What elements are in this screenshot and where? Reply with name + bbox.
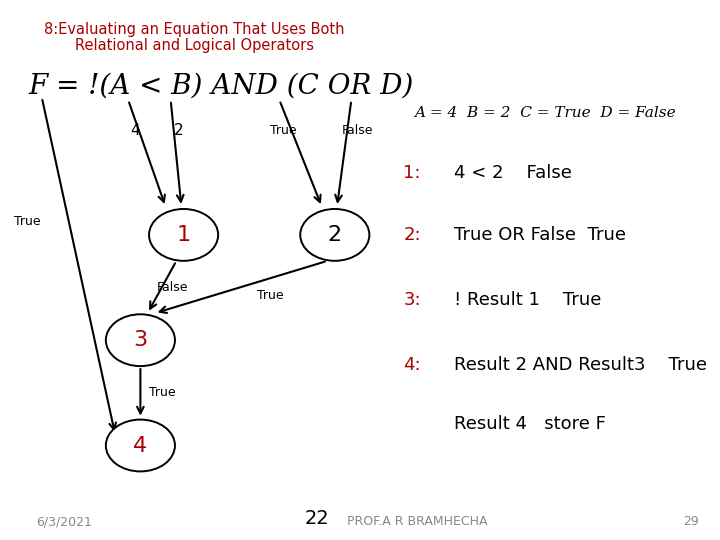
Text: 4: 4 — [130, 123, 140, 138]
Text: 2: 2 — [328, 225, 342, 245]
Text: 4 < 2    False: 4 < 2 False — [454, 164, 572, 182]
Text: Result 2 AND Result3    True: Result 2 AND Result3 True — [454, 355, 706, 374]
Text: True: True — [257, 289, 283, 302]
Circle shape — [300, 209, 369, 261]
Text: PROF.A R BRAMHECHA: PROF.A R BRAMHECHA — [347, 515, 488, 528]
Text: 3:: 3: — [403, 291, 420, 309]
Circle shape — [149, 209, 218, 261]
Text: 4:: 4: — [403, 355, 420, 374]
Text: 6/3/2021: 6/3/2021 — [36, 515, 92, 528]
Text: True OR False  True: True OR False True — [454, 226, 626, 244]
Text: F = !(A < B) AND (C OR D): F = !(A < B) AND (C OR D) — [29, 73, 414, 100]
Text: True: True — [149, 386, 176, 399]
Text: 8:Evaluating an Equation That Uses Both: 8:Evaluating an Equation That Uses Both — [44, 22, 345, 37]
Text: 29: 29 — [683, 515, 698, 528]
Text: Relational and Logical Operators: Relational and Logical Operators — [75, 38, 314, 53]
Text: True: True — [270, 124, 296, 137]
Text: Result 4   store F: Result 4 store F — [454, 415, 606, 433]
Text: ! Result 1    True: ! Result 1 True — [454, 291, 601, 309]
Text: 1:: 1: — [403, 164, 420, 182]
Text: 3: 3 — [133, 330, 148, 350]
Text: 22: 22 — [305, 509, 329, 528]
Text: 4: 4 — [133, 435, 148, 456]
Text: A = 4  B = 2  C = True  D = False: A = 4 B = 2 C = True D = False — [414, 106, 675, 120]
Text: 2: 2 — [174, 123, 184, 138]
Circle shape — [106, 420, 175, 471]
Text: False: False — [342, 124, 374, 137]
Circle shape — [106, 314, 175, 366]
Text: True: True — [14, 215, 40, 228]
Text: 2:: 2: — [403, 226, 420, 244]
Text: 1: 1 — [176, 225, 191, 245]
Text: False: False — [157, 281, 189, 294]
